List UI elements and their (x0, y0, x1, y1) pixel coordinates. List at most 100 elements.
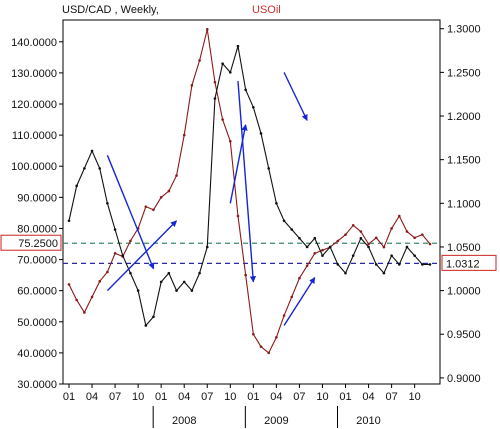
x-tick-label-3: 10 (132, 391, 144, 403)
x-tick-label-6: 07 (201, 391, 213, 403)
series-point-0-45 (413, 236, 416, 240)
series-point-1-9 (136, 289, 140, 292)
series-point-1-12 (159, 280, 163, 284)
series-point-1-34 (328, 245, 332, 249)
series-point-0-14 (175, 174, 178, 177)
year-label-2: 2010 (356, 415, 380, 427)
left-tick-label-1: 130.0000 (11, 68, 57, 80)
series-point-1-5 (106, 202, 109, 205)
oil-current-box (0, 234, 62, 251)
series-point-0-22 (236, 214, 240, 218)
series-point-1-3 (90, 149, 94, 153)
series-point-1-23 (244, 88, 247, 92)
series-point-0-8 (129, 239, 132, 243)
series-point-1-40 (374, 263, 378, 266)
series-point-0-27 (275, 336, 278, 339)
plot-area (62, 19, 441, 385)
series-point-1-11 (152, 315, 155, 319)
series-point-0-46 (421, 233, 424, 236)
left-tick-label-10: 40.0000 (17, 348, 57, 360)
x-tick-label-1: 04 (86, 391, 98, 403)
series-point-0-19 (213, 80, 217, 84)
left-tick-label-8: 60.0000 (17, 286, 57, 298)
series-point-1-19 (213, 97, 217, 100)
series-point-0-10 (144, 205, 148, 208)
series-point-1-38 (359, 236, 363, 240)
x-tick-label-11: 10 (316, 391, 328, 403)
series-point-1-36 (344, 271, 347, 275)
series-point-0-37 (351, 224, 355, 227)
series-point-0-3 (90, 295, 94, 299)
chart-title-right: USOil (252, 4, 281, 16)
series-point-1-25 (259, 132, 263, 135)
series-point-0-35 (336, 239, 340, 243)
trend-arrow-0 (106, 155, 155, 270)
series-point-1-18 (205, 245, 209, 249)
series-point-0-44 (405, 230, 409, 233)
series-point-1-26 (267, 167, 271, 170)
series-point-1-20 (221, 62, 224, 65)
plot-frame (62, 19, 441, 385)
series-point-1-43 (397, 263, 401, 266)
series-point-1-14 (175, 289, 178, 292)
x-tick-label-7: 10 (224, 391, 236, 403)
series-point-0-40 (374, 236, 378, 240)
right-tick-label-6: 1.0000 (447, 286, 481, 298)
x-axis-ticks: 01 04 07 10 01 04 07 10 01 04 07 10 01 04 07 10 2008 2009… (63, 384, 421, 428)
right-tick-label-5: 1.0500 (447, 242, 481, 254)
x-tick-label-14: 07 (385, 391, 397, 403)
left-tick-label-2: 120.0000 (11, 99, 57, 111)
series-point-0-25 (259, 345, 263, 348)
series-point-1-37 (351, 254, 355, 257)
series-point-0-13 (167, 189, 171, 193)
series-point-1-24 (252, 105, 255, 109)
x-tick-label-8: 01 (247, 391, 259, 403)
series-point-1-1 (75, 184, 78, 188)
right-tick-label-3: 1.1500 (447, 155, 481, 167)
trend-arrow-4 (283, 72, 308, 121)
cad-current-label: 1.0312 (446, 258, 480, 270)
series-point-0-39 (367, 242, 370, 246)
series-point-1-32 (313, 236, 317, 240)
series-point-0-42 (390, 227, 393, 230)
trend-arrow-2 (229, 124, 248, 204)
series-line-1 (68, 45, 430, 327)
series-point-0-29 (290, 295, 294, 299)
series-point-0-1 (75, 298, 78, 302)
trend-arrow-3 (237, 81, 257, 283)
series-point-1-46 (421, 263, 424, 266)
series-point-1-13 (167, 271, 171, 275)
series-point-1-8 (129, 271, 132, 275)
series-line-0 (68, 28, 431, 354)
series-point-1-41 (382, 271, 386, 275)
trend-arrow-5 (283, 276, 316, 326)
cad-current-box (441, 254, 497, 271)
series-point-0-2 (83, 311, 86, 314)
right-tick-label-7: 0.9500 (447, 329, 481, 341)
series-point-0-33 (321, 248, 324, 252)
series-point-0-43 (397, 214, 401, 218)
series-point-0-17 (198, 59, 201, 62)
series-point-0-12 (159, 196, 163, 199)
series-point-0-41 (382, 245, 386, 249)
series-point-1-28 (282, 219, 286, 223)
series-point-0-20 (221, 118, 224, 121)
series-point-1-27 (275, 202, 278, 205)
series-point-0-26 (267, 351, 271, 355)
left-axis-ticks: 140.0000 130.0000 120.0000 110.0000 100.0000… (0, 37, 63, 391)
series-point-1-44 (405, 245, 409, 249)
series-point-0-0 (67, 283, 71, 286)
series-point-0-15 (182, 133, 186, 137)
series-point-0-36 (344, 233, 347, 236)
series-point-1-47 (428, 263, 432, 266)
series-point-0-32 (313, 252, 317, 255)
oil-current-label: 75.2500 (18, 238, 58, 250)
left-tick-label-11: 30.0000 (17, 379, 57, 391)
series-point-1-31 (305, 245, 309, 249)
right-tick-label-0: 1.3000 (447, 24, 481, 36)
left-tick-label-5: 90.0000 (17, 192, 57, 204)
series-point-1-45 (413, 254, 416, 257)
